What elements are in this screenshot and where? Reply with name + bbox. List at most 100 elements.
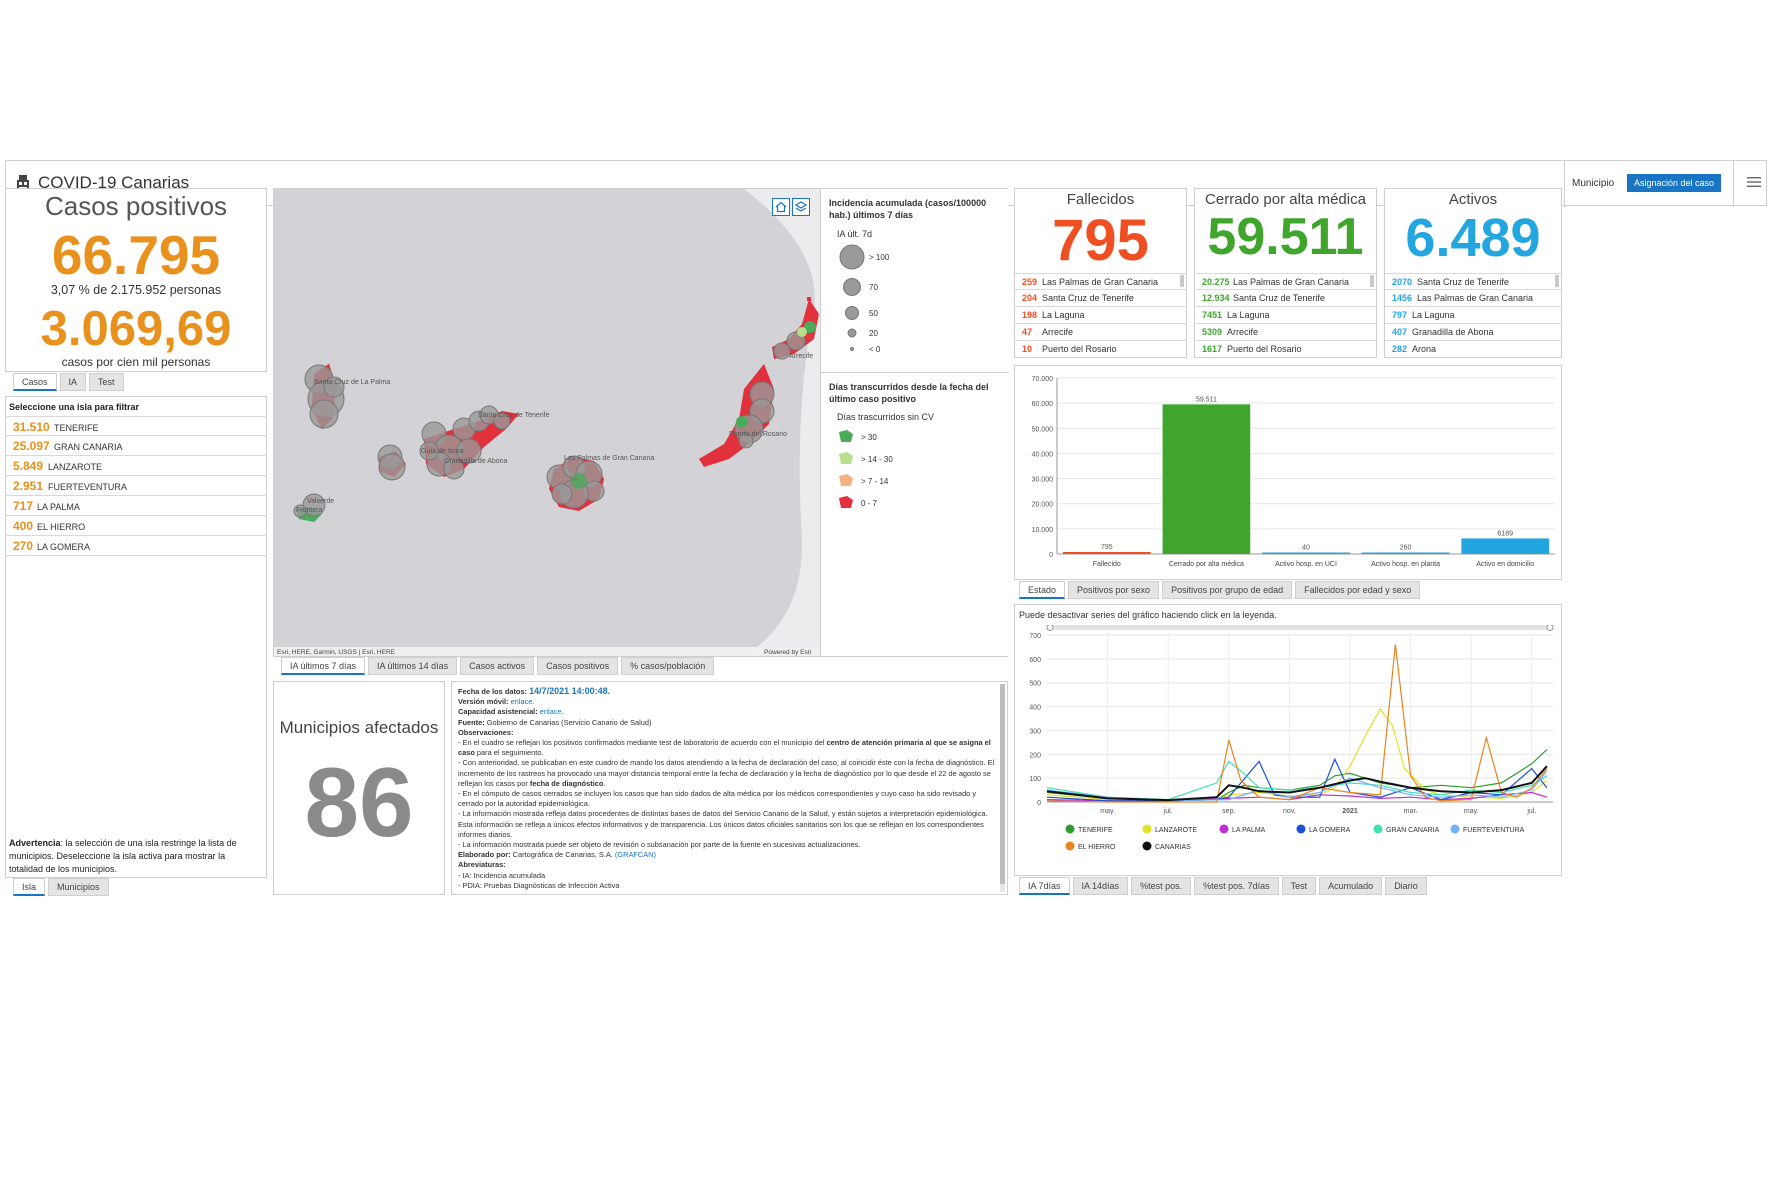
tab-ia-7dias[interactable]: IA 7días (1019, 877, 1070, 895)
tenerife-island[interactable] (419, 405, 519, 480)
activos-row[interactable]: 407 Granadilla de Abona (1385, 324, 1561, 341)
isla-name: LANZAROTE (48, 462, 103, 472)
la-gomera-island[interactable] (377, 444, 406, 481)
fuerteventura-island[interactable] (699, 364, 775, 467)
cerrado-scrollbar[interactable] (1370, 275, 1374, 287)
line-y-tick-label: 100 (1029, 776, 1041, 783)
legend-item[interactable]: EL HIERRO (1065, 841, 1117, 852)
isla-row[interactable]: 31.510 TENERIFE (6, 416, 266, 436)
fallecidos-row[interactable]: 259 Las Palmas de Gran Canaria (1015, 273, 1186, 290)
row-value: 2070 (1392, 277, 1413, 287)
tab-test-pos-7dias[interactable]: %test pos. 7días (1194, 877, 1279, 895)
tab-diario[interactable]: Diario (1385, 877, 1427, 895)
bar-y-tick-label: 20.000 (1032, 502, 1054, 509)
capacidad-link[interactable]: enlace. (539, 707, 564, 717)
fallecidos-row[interactable]: 198 La Laguna (1015, 307, 1186, 324)
series-line-gran-canaria[interactable] (1046, 760, 1548, 801)
cerrado-row[interactable]: 7451 La Laguna (1195, 307, 1376, 324)
activos-row[interactable]: 2070 Santa Cruz de Tenerife (1385, 273, 1561, 290)
movil-label: Versión móvil: (458, 697, 509, 707)
tab-isla[interactable]: Isla (13, 878, 46, 896)
cerrado-row[interactable]: 5309 Arrecife (1195, 324, 1376, 341)
isla-row[interactable]: 717 LA PALMA (6, 496, 266, 516)
bar-value-label: 6189 (1497, 530, 1513, 537)
tab-estado[interactable]: Estado (1019, 581, 1066, 599)
line-chart-hint: Puede desactivar series del gráfico haci… (1019, 610, 1277, 620)
legend-item[interactable]: FUERTEVENTURA (1450, 824, 1525, 835)
tab-ia-14dias[interactable]: IA 14días (1072, 877, 1129, 895)
cerrado-row[interactable]: 1617 Puerto del Rosario (1195, 341, 1376, 357)
tab-casos-positivos[interactable]: Casos positivos (537, 657, 619, 675)
range-slider-handle[interactable] (1546, 625, 1554, 631)
legend-item[interactable]: GRAN CANARIA (1373, 824, 1440, 835)
series-line-fuerteventura[interactable] (1046, 770, 1548, 802)
legend-dias-label: 0 - 7 (861, 499, 878, 508)
bar-1[interactable] (1062, 552, 1151, 554)
isla-row[interactable]: 25.097 GRAN CANARIA (6, 436, 266, 456)
activos-row[interactable]: 282 Arona (1385, 341, 1561, 357)
info-text: Fecha de los datos: 14/7/2021 14:00:48. … (458, 686, 995, 890)
tab-test-pos[interactable]: %test pos. (1131, 877, 1192, 895)
fallecidos-row[interactable]: 204 Santa Cruz de Tenerife (1015, 290, 1186, 307)
legend-item[interactable]: TENERIFE (1065, 824, 1113, 835)
la-palma-island[interactable] (304, 363, 345, 430)
isla-row[interactable]: 270 LA GOMERA (6, 536, 266, 556)
movil-link[interactable]: enlace. (510, 697, 535, 707)
gran-canaria-island[interactable] (546, 455, 605, 511)
tab-fallecidos-edad-sexo[interactable]: Fallecidos por edad y sexo (1295, 581, 1421, 599)
tab-pct-casos-poblacion[interactable]: % casos/población (621, 657, 715, 675)
range-slider-track[interactable] (1047, 625, 1553, 630)
tab-positivos-edad[interactable]: Positivos por grupo de edad (1162, 581, 1293, 599)
legend-item[interactable]: LA PALMA (1219, 824, 1266, 835)
isla-row[interactable]: 5.849 LANZAROTE (6, 456, 266, 476)
bar-3[interactable] (1262, 552, 1350, 555)
activos-scrollbar[interactable] (1555, 275, 1559, 287)
tab-casos[interactable]: Casos (13, 373, 57, 391)
tab-casos-activos[interactable]: Casos activos (460, 657, 535, 675)
asignacion-caso-button[interactable]: Asignación del caso (1627, 174, 1721, 192)
el-hierro-island[interactable] (293, 493, 326, 522)
fallecidos-scrollbar[interactable] (1180, 275, 1184, 287)
activos-row[interactable]: 797 La Laguna (1385, 307, 1561, 324)
legend-ia-label: 70 (869, 283, 878, 292)
tab-test[interactable]: Test (1281, 877, 1317, 895)
tab-ia[interactable]: IA (59, 373, 87, 391)
cerrado-row[interactable]: 20.275 Las Palmas de Gran Canaria (1195, 273, 1376, 290)
legend-item[interactable]: LANZAROTE (1142, 824, 1198, 835)
legend-item[interactable]: LA GOMERA (1296, 824, 1351, 835)
tab-positivos-sexo[interactable]: Positivos por sexo (1068, 581, 1160, 599)
bar-4[interactable] (1361, 552, 1450, 555)
map-attribution: Esri, HERE, Garmin, USGS | Esri, HERE (277, 649, 396, 656)
home-button[interactable] (772, 198, 790, 216)
series-line-canarias[interactable] (1046, 765, 1548, 802)
row-name: Santa Cruz de Tenerife (1417, 277, 1509, 287)
tab-ia-14-dias[interactable]: IA últimos 14 días (368, 657, 458, 675)
cerrado-row[interactable]: 12.934 Santa Cruz de Tenerife (1195, 290, 1376, 307)
legend-item[interactable]: CANARIAS (1142, 841, 1192, 852)
home-icon (775, 201, 787, 213)
bar-5[interactable] (1461, 538, 1550, 554)
tab-acumulado[interactable]: Acumulado (1319, 877, 1383, 895)
series-line-el-hierro[interactable] (1046, 644, 1548, 803)
powered-by-esri[interactable]: Powered by Esri (764, 649, 811, 656)
lanzarote-island[interactable] (772, 297, 819, 360)
municipio-toggle[interactable]: Municipio (1572, 178, 1615, 189)
islands-map[interactable]: Santa Cruz de La Palma Santa Cruz de Ten… (274, 189, 820, 656)
hamburger-menu-icon[interactable] (1747, 176, 1761, 188)
bar-2[interactable] (1162, 404, 1251, 554)
range-slider-handle[interactable] (1046, 625, 1054, 631)
legend-marker (1065, 824, 1075, 834)
tab-test[interactable]: Test (89, 373, 124, 391)
fallecidos-row[interactable]: 47 Arrecife (1015, 324, 1186, 341)
activos-row[interactable]: 1456 Las Palmas de Gran Canaria (1385, 290, 1561, 307)
grafcan-link[interactable]: (GRAFCAN) (614, 850, 656, 860)
fallecidos-row[interactable]: 10 Puerto del Rosario (1015, 341, 1186, 357)
info-scrollbar-thumb[interactable] (1000, 684, 1005, 884)
info-scrollbar[interactable] (1000, 684, 1005, 892)
tab-ia-7-dias[interactable]: IA últimos 7 días (281, 657, 366, 675)
isla-row[interactable]: 400 EL HIERRO (6, 516, 266, 536)
isla-row[interactable]: 2.951 FUERTEVENTURA (6, 476, 266, 496)
tab-municipios[interactable]: Municipios (48, 878, 109, 896)
line-y-tick-label: 700 (1029, 633, 1041, 640)
layers-button[interactable] (792, 198, 810, 216)
